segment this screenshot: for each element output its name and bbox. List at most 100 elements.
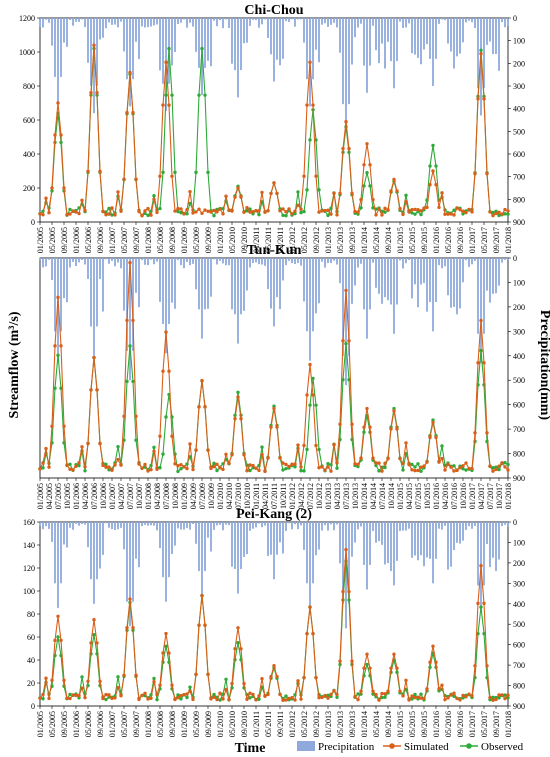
precip-bar — [81, 18, 83, 20]
precip-bar — [507, 258, 509, 261]
simulated-point — [242, 210, 246, 214]
precip-bar — [162, 18, 164, 84]
precip-bar — [240, 522, 242, 570]
simulated-point — [155, 692, 159, 697]
simulated-point — [440, 456, 444, 461]
precip-bar — [438, 18, 440, 24]
precip-bar — [495, 258, 497, 294]
simulated-point — [146, 206, 150, 211]
x-tick-label: 09/2009 — [204, 227, 213, 253]
precip-bar — [297, 522, 299, 530]
precip-bar — [309, 258, 311, 361]
simulated-point — [119, 694, 123, 698]
precip-bar — [159, 522, 161, 549]
observed-point — [188, 201, 192, 206]
legend-sim-label: Simulated — [404, 741, 449, 753]
y-tick-label: 400 — [23, 150, 35, 159]
simulated-point — [212, 695, 216, 699]
simulated-point — [422, 206, 426, 210]
simulated-point — [218, 207, 222, 211]
precip-bar — [414, 258, 416, 285]
precip-bar — [138, 258, 140, 308]
simulated-point — [407, 698, 411, 702]
x-tick-label: 01/2011 — [252, 711, 261, 737]
precip-bar — [450, 18, 452, 52]
simulated-point — [473, 431, 477, 435]
simulated-point — [215, 462, 219, 466]
precip-bar — [45, 258, 47, 267]
observed-point — [203, 93, 207, 97]
precip-bar — [87, 18, 89, 63]
simulated-point — [245, 697, 249, 701]
precip-bar — [57, 18, 59, 105]
precip-bar — [315, 522, 317, 556]
x-tick-label: 09/2015 — [420, 711, 429, 737]
simulated-point — [206, 209, 210, 214]
simulated-point — [479, 318, 483, 323]
simulated-point — [203, 208, 207, 212]
simulated-point — [503, 696, 507, 701]
precip-tick-label: 300 — [513, 327, 525, 336]
observed-point — [305, 447, 309, 452]
precip-bar — [402, 258, 404, 269]
simulated-point — [122, 177, 126, 181]
precip-bar — [429, 18, 431, 59]
precip-bar — [105, 258, 107, 260]
simulated-point — [128, 597, 132, 601]
observed-point — [404, 193, 408, 198]
precip-bar — [264, 258, 266, 266]
x-tick-label: 01/2013 — [324, 711, 333, 737]
simulated-point — [278, 209, 282, 213]
simulated-point — [350, 191, 354, 195]
panel-1: Tun-Kun010020030040050060070080090001/20… — [36, 243, 525, 509]
x-tick-label: 05/2006 — [84, 227, 93, 253]
precip-bar — [351, 18, 353, 65]
observed-point — [104, 210, 108, 214]
x-tick-label: 09/2014 — [384, 227, 393, 253]
x-tick-label: 05/2008 — [156, 227, 165, 253]
x-tick-label: 09/2009 — [204, 711, 213, 737]
precip-bar — [192, 258, 194, 264]
precip-bar — [375, 522, 377, 543]
precip-bar — [210, 18, 212, 67]
precip-bar — [60, 258, 62, 332]
observed-point — [185, 695, 189, 700]
observed-point — [206, 170, 210, 175]
simulated-point — [251, 210, 255, 214]
precip-bar — [177, 522, 179, 529]
y-tick-label: 80 — [27, 610, 35, 619]
precip-bar — [261, 258, 263, 265]
y-tick-label: 140 — [23, 541, 35, 550]
simulated-point — [116, 685, 120, 690]
x-tick-label: 05/2007 — [120, 227, 129, 253]
x-tick-label: 09/2011 — [276, 711, 285, 737]
simulated-point — [71, 468, 75, 472]
simulated-point — [95, 641, 99, 645]
precip-bar — [483, 258, 485, 334]
precip-bar — [504, 258, 506, 260]
precip-bar — [45, 18, 47, 20]
precip-bar — [300, 522, 302, 526]
precip-bar — [66, 522, 68, 548]
observed-point — [302, 209, 306, 214]
precip-tick-label: 300 — [513, 579, 525, 588]
x-tick-label: 01/2010 — [216, 227, 225, 253]
precip-bar — [432, 258, 434, 332]
simulated-point — [185, 208, 189, 212]
simulated-point — [275, 674, 279, 679]
precip-bar — [507, 18, 509, 26]
precip-bar — [150, 18, 152, 27]
simulated-point — [104, 213, 108, 217]
simulated-point — [287, 207, 291, 211]
simulated-point — [254, 209, 258, 213]
precip-bar — [417, 258, 419, 308]
observed-point — [374, 463, 378, 468]
simulated-point — [245, 468, 249, 473]
x-tick-label: 01/2011 — [252, 483, 261, 509]
simulated-point — [140, 213, 144, 218]
precip-bar — [123, 18, 125, 52]
precip-bar — [45, 522, 47, 527]
observed-point — [125, 379, 129, 384]
precip-bar — [489, 18, 491, 42]
simulated-point — [422, 464, 426, 468]
